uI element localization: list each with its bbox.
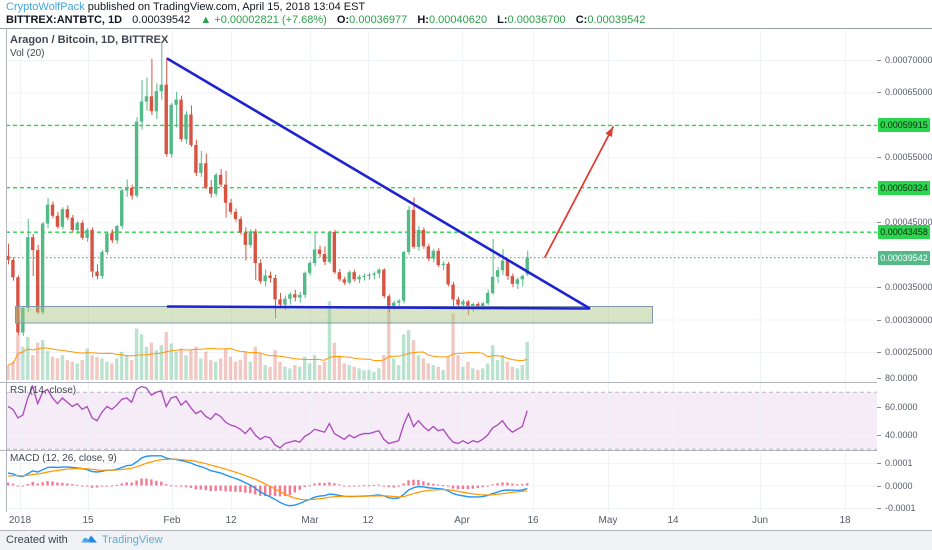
change-up-icon: ▲ xyxy=(200,14,212,26)
symbol-label: BITTREX:ANTBTC, 1D xyxy=(6,14,123,26)
time-tick-label: May xyxy=(598,515,618,526)
time-tick-label: 18 xyxy=(839,515,851,526)
time-tick-label: Jun xyxy=(751,515,769,526)
time-tick-label: Mar xyxy=(301,515,319,526)
rsi-pane-divider xyxy=(0,382,932,383)
snapshot-header: CryptoWolfPack published on TradingView.… xyxy=(0,0,932,29)
time-tick-label: 2018 xyxy=(8,515,32,526)
time-tick-label: 16 xyxy=(527,515,539,526)
low-value: 0.00036700 xyxy=(507,14,566,26)
price-level-label: 0.00050324 xyxy=(878,180,930,195)
tradingview-brand-link[interactable]: TradingView xyxy=(102,534,163,546)
time-tick-label: Apr xyxy=(454,515,470,526)
macd-tick-label: -0.0001 xyxy=(885,503,916,513)
rsi-indicator-label: RSI (14, close) xyxy=(10,385,77,396)
axis-tick-mark xyxy=(877,157,881,159)
plot-left-border xyxy=(6,29,7,530)
rsi-pane-canvas[interactable] xyxy=(0,382,877,450)
price-axis[interactable]: 0.00070000 0.00065000 0.00055000 0.00045000… xyxy=(877,29,932,530)
axis-tick-mark xyxy=(877,222,881,224)
axis-tick-mark xyxy=(877,60,881,61)
created-with-label: Created with xyxy=(6,534,68,546)
macd-indicator-label: MACD (12, 26, close, 9) xyxy=(10,453,117,464)
open-label: O: xyxy=(336,14,350,26)
last-price: 0.00039542 xyxy=(132,14,191,26)
high-label: H: xyxy=(417,14,429,26)
price-tick-label: 0.00025000 xyxy=(885,347,932,357)
author-link[interactable]: CryptoWolfPack xyxy=(6,1,85,13)
axis-tick-mark xyxy=(877,378,881,379)
time-axis[interactable]: 2018 15 Feb 12 Mar 12 Apr 16 May 14 Jun 18 xyxy=(0,512,877,530)
byline-text: published on TradingView.com, April 15, … xyxy=(84,1,366,13)
close-label: C: xyxy=(575,14,588,26)
axis-tick-mark xyxy=(877,319,881,321)
symbol-line: BITTREX:ANTBTC, 1D 0.00039542 ▲ +0.00002… xyxy=(6,14,645,26)
byline: CryptoWolfPack published on TradingView.… xyxy=(6,1,365,13)
current-price-label: 0.00039542 xyxy=(878,250,930,265)
close-value: 0.00039542 xyxy=(587,14,646,26)
price-level-label: 0.00059915 xyxy=(878,118,930,133)
time-tick-label: 12 xyxy=(362,515,374,526)
time-tick-label: 15 xyxy=(82,515,94,526)
axis-tick-mark xyxy=(877,485,881,487)
time-tick-label: Feb xyxy=(163,515,181,526)
low-label: L: xyxy=(497,14,508,26)
axis-tick-mark xyxy=(877,92,881,94)
rsi-tick-label: 40.0000 xyxy=(885,430,918,440)
snapshot-footer: Created with TradingView xyxy=(0,531,932,550)
high-value: 0.00040620 xyxy=(428,14,488,26)
price-pane-canvas[interactable] xyxy=(0,30,877,382)
price-tick-label: 0.00035000 xyxy=(885,282,932,293)
macd-tick-label: 0.0001 xyxy=(885,458,913,468)
change-value: +0.00002821 (+7.68%) xyxy=(214,14,327,26)
price-tick-label: 0.00065000 xyxy=(885,87,932,98)
chart-bottom-border xyxy=(0,530,932,531)
axis-tick-mark xyxy=(877,435,881,436)
header-divider xyxy=(0,28,932,29)
axis-tick-mark xyxy=(877,352,881,353)
open-value: 0.00036977 xyxy=(349,14,408,26)
axis-tick-mark xyxy=(877,508,881,509)
time-tick-label: 14 xyxy=(667,515,679,526)
macd-pane-divider xyxy=(0,450,932,451)
axis-tick-mark xyxy=(877,287,881,289)
macd-tick-label: 0.0000 xyxy=(885,480,913,491)
price-tick-label: 0.00055000 xyxy=(885,152,932,163)
price-tick-label: 0.00070000 xyxy=(885,55,932,65)
rsi-tick-label: 60.0000 xyxy=(885,401,918,412)
chart-title: Aragon / Bitcoin, 1D, BITTREX xyxy=(10,34,169,46)
volume-indicator-label: Vol (20) xyxy=(10,48,45,59)
price-level-label: 0.00043458 xyxy=(878,225,930,240)
axis-tick-mark xyxy=(877,406,881,408)
price-tick-label: 0.00045000 xyxy=(885,217,932,228)
macd-pane-canvas[interactable] xyxy=(0,450,877,512)
axis-tick-mark xyxy=(877,463,881,464)
tradingview-logo-icon xyxy=(80,534,98,550)
price-tick-label: 0.00030000 xyxy=(885,314,932,325)
time-tick-label: 12 xyxy=(225,515,237,526)
rsi-tick-label: 80.0000 xyxy=(885,373,918,383)
